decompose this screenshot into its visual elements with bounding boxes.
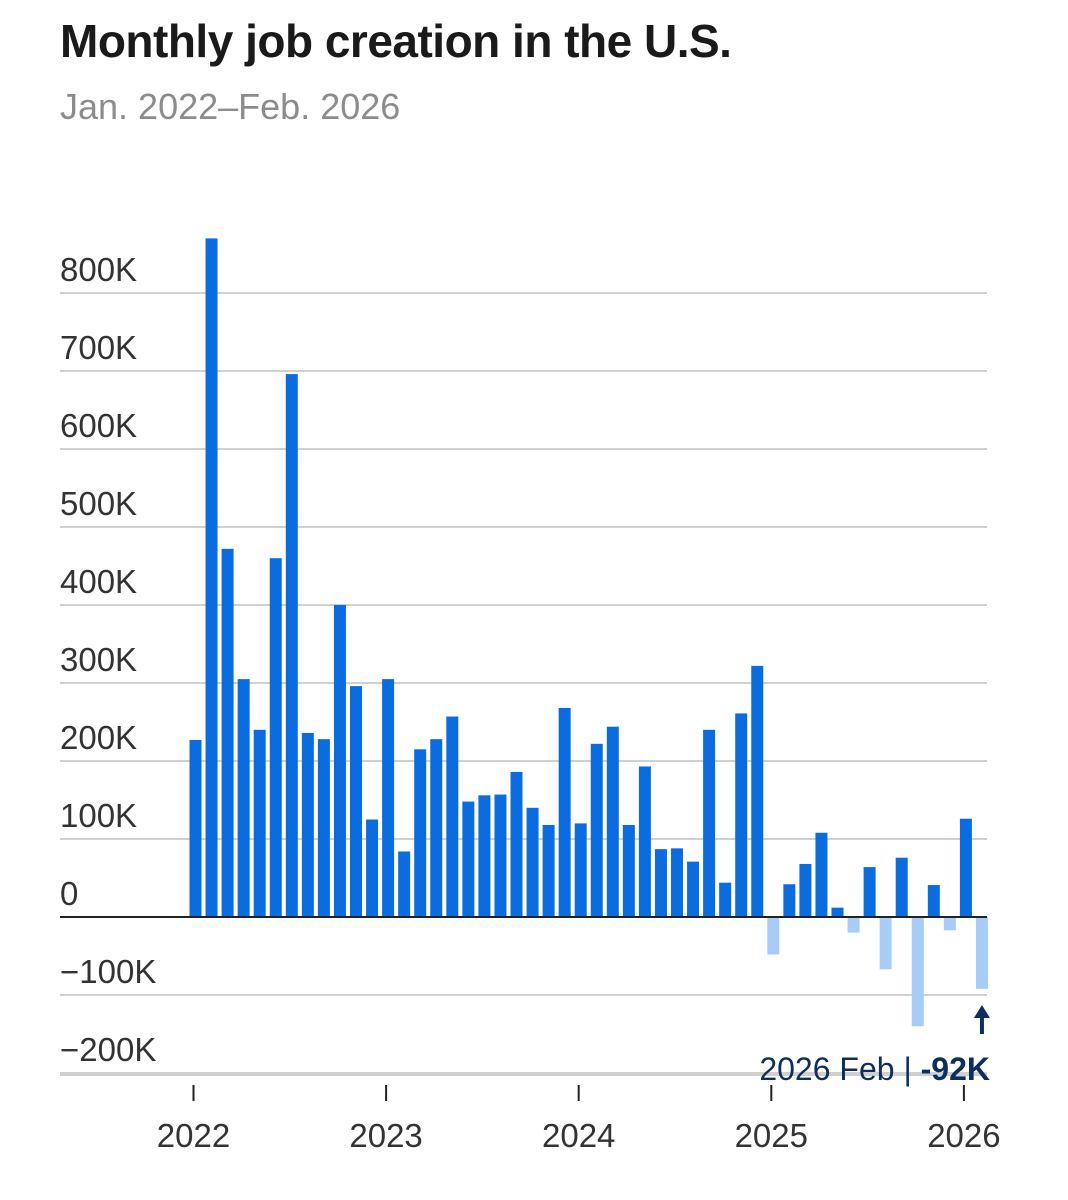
bar-2023-jan bbox=[382, 679, 395, 917]
y-tick-label: −100K bbox=[60, 953, 156, 990]
bar-2024-sep bbox=[703, 729, 716, 917]
bar-2022-jan bbox=[189, 739, 202, 917]
bar-2024-may bbox=[638, 766, 651, 917]
x-axis: 2022 2023 2024 2025 2026 bbox=[60, 1074, 1001, 1154]
bar-2023-may bbox=[446, 716, 459, 917]
bar-2022-dec bbox=[366, 819, 379, 917]
bar-2022-jun bbox=[269, 558, 282, 917]
y-tick-label: 500K bbox=[60, 485, 137, 522]
y-tick-label: 100K bbox=[60, 797, 137, 834]
bar-2024-jan bbox=[574, 823, 587, 917]
chart-subtitle: Jan. 2022–Feb. 2026 bbox=[60, 86, 401, 127]
y-tick-label: −200K bbox=[60, 1031, 156, 1068]
x-tick-label: 2026 bbox=[927, 1117, 1000, 1154]
annotation-text: 2026 Feb | -92K bbox=[759, 1051, 990, 1087]
bar-2025-dec bbox=[943, 917, 956, 931]
bar-2025-aug bbox=[879, 917, 892, 970]
bar-2023-dec bbox=[558, 707, 571, 917]
y-tick-label: 600K bbox=[60, 407, 137, 444]
y-axis-labels: 800K 700K 600K 500K 400K 300K 200K 100K 0 −100K −2… bbox=[60, 251, 156, 1068]
y-tick-label: 0 bbox=[60, 875, 78, 912]
latest-value-annotation: 2026 Feb | -92K bbox=[759, 1005, 990, 1087]
bar-2023-jul bbox=[478, 795, 491, 917]
y-tick-label: 300K bbox=[60, 641, 137, 678]
x-tick-label: 2025 bbox=[735, 1117, 808, 1154]
bar-2023-oct bbox=[526, 807, 539, 917]
gridlines bbox=[60, 292, 987, 1074]
bar-2022-nov bbox=[350, 686, 362, 917]
x-tick-label: 2022 bbox=[157, 1117, 230, 1154]
bar-2024-apr bbox=[622, 824, 635, 917]
bar-2022-feb bbox=[205, 238, 218, 917]
bar-2026-jan bbox=[959, 818, 972, 917]
bar-2022-aug bbox=[301, 732, 314, 917]
annotation-period: 2026 Feb | bbox=[759, 1051, 920, 1087]
bar-2024-nov bbox=[735, 713, 748, 917]
bar-2026-feb bbox=[975, 917, 988, 989]
x-tick-label: 2024 bbox=[542, 1117, 615, 1154]
chart-title: Monthly job creation in the U.S. bbox=[60, 15, 732, 67]
bar-2024-oct bbox=[719, 882, 732, 917]
bar-2023-feb bbox=[398, 851, 411, 917]
y-tick-label: 200K bbox=[60, 719, 137, 756]
bar-2025-oct bbox=[911, 917, 924, 1027]
bar-2024-aug bbox=[687, 861, 700, 917]
bar-2024-mar bbox=[606, 726, 619, 917]
bar-2023-apr bbox=[430, 739, 443, 917]
bar-2022-jul bbox=[285, 374, 298, 917]
bar-2022-mar bbox=[221, 548, 234, 917]
bar-2022-may bbox=[253, 729, 266, 917]
bar-2025-mar bbox=[799, 863, 812, 917]
bar-2023-mar bbox=[414, 749, 427, 917]
bar-2022-oct bbox=[333, 605, 346, 917]
annotation-arrow-icon bbox=[973, 1005, 990, 1018]
x-tick-label: 2023 bbox=[349, 1117, 422, 1154]
bar-2023-nov bbox=[542, 824, 555, 917]
bars bbox=[189, 238, 988, 1027]
bar-2022-sep bbox=[317, 739, 330, 917]
bar-2025-sep bbox=[895, 857, 908, 917]
y-tick-label: 800K bbox=[60, 251, 137, 288]
bar-2025-may bbox=[831, 907, 844, 917]
bar-2024-jul bbox=[671, 848, 683, 917]
bar-2024-jun bbox=[654, 849, 667, 917]
bar-2025-apr bbox=[815, 832, 828, 917]
bar-2022-apr bbox=[237, 679, 250, 917]
bar-2023-sep bbox=[510, 771, 523, 917]
bar-2024-feb bbox=[590, 743, 603, 917]
y-tick-label: 400K bbox=[60, 563, 137, 600]
bar-2025-feb bbox=[783, 884, 796, 917]
bar-2025-jun bbox=[847, 917, 860, 933]
annotation-value: -92K bbox=[921, 1051, 990, 1087]
bar-2025-jul bbox=[863, 867, 876, 917]
bar-2023-aug bbox=[494, 794, 507, 917]
bar-2025-nov bbox=[927, 885, 940, 917]
y-tick-label: 700K bbox=[60, 329, 137, 366]
bar-2023-jun bbox=[462, 801, 475, 917]
bar-2025-jan bbox=[767, 917, 780, 955]
bar-2024-dec bbox=[751, 665, 764, 917]
